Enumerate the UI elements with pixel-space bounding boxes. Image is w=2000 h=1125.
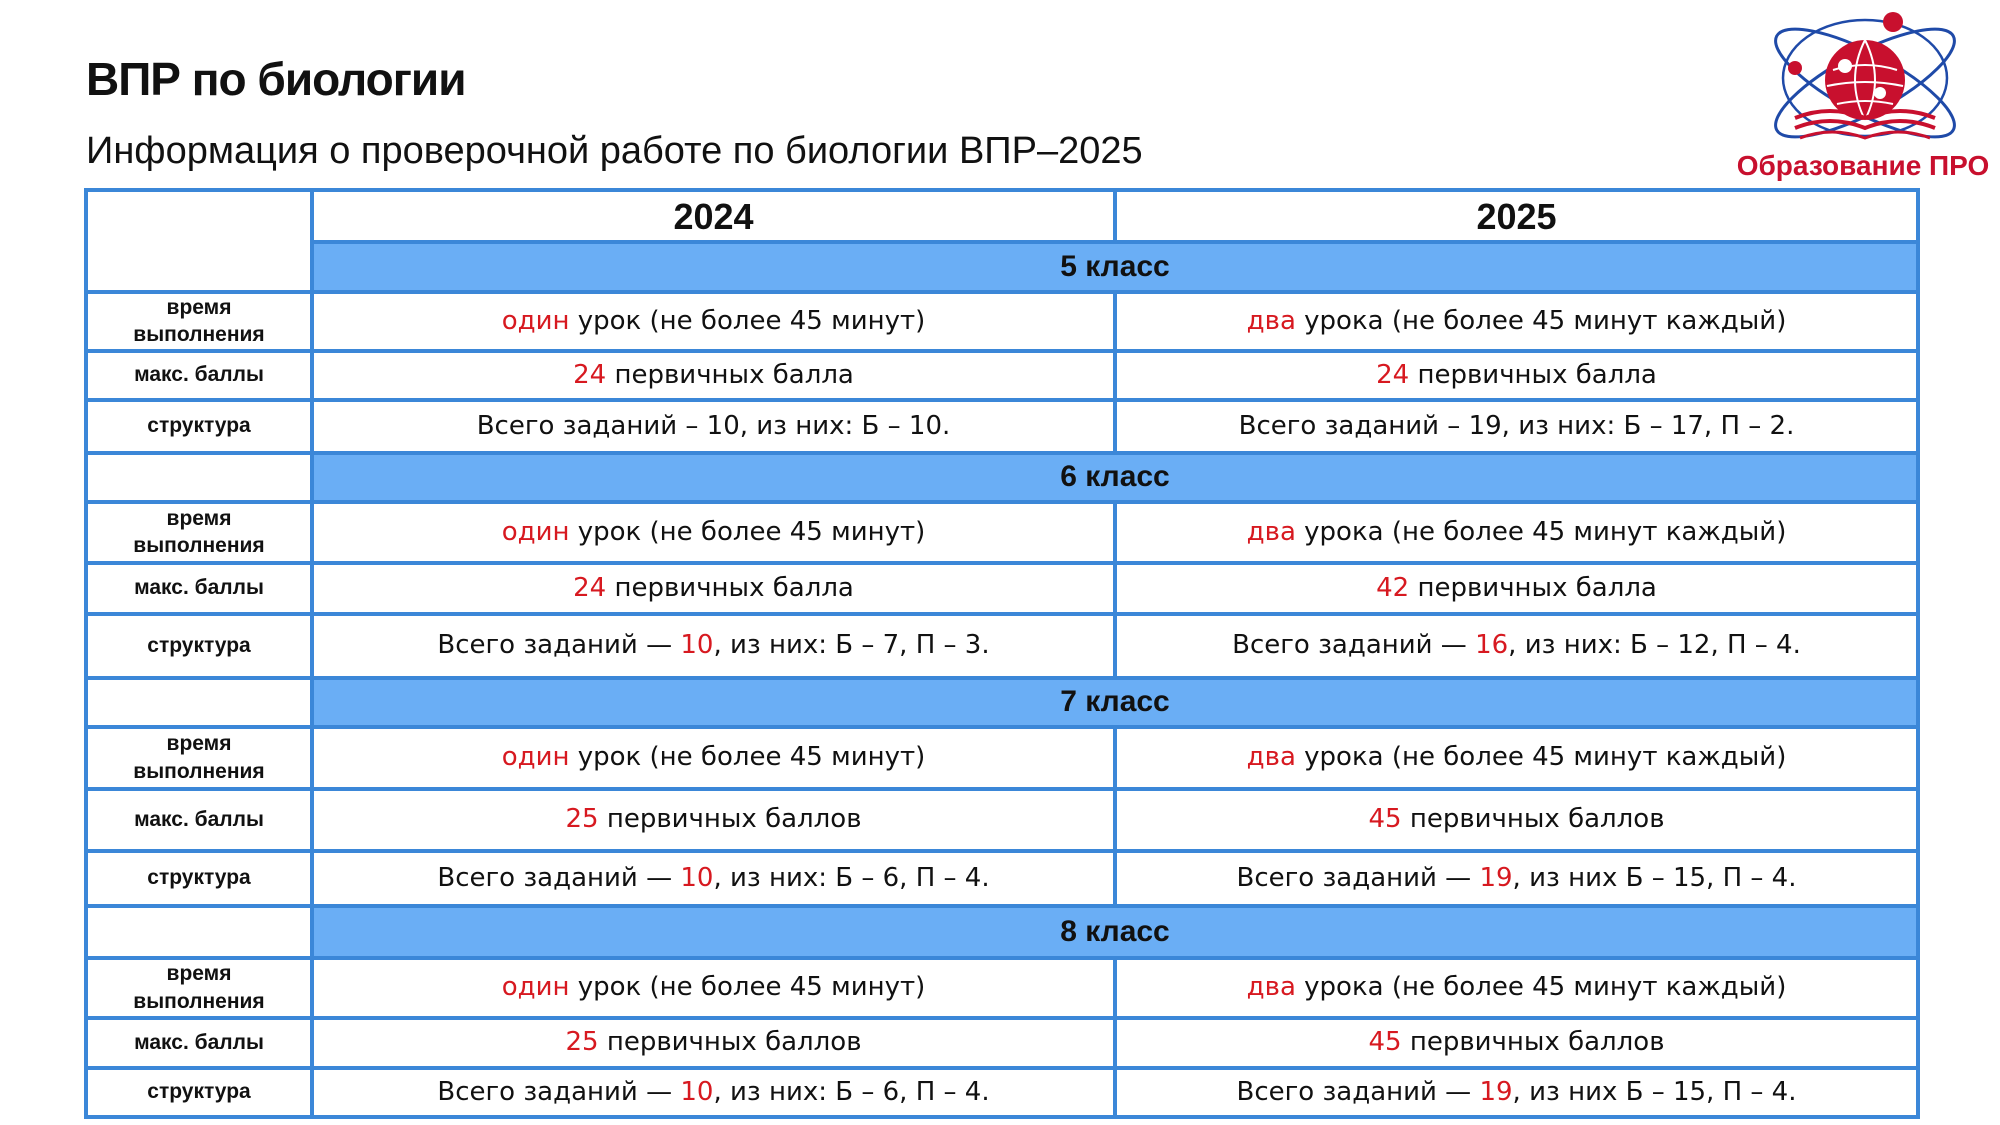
max-2025-cell: 42 первичных балла [1113, 560, 1920, 616]
structure-row-5: структура Всего заданий – 10, из них: Б … [84, 397, 1920, 455]
max-2024-cell: 24 первичных балла [310, 348, 1117, 402]
grade-row-7: 7 класс [84, 675, 1920, 729]
max-row-7: макс. баллы 25 первичных баллов 45 перви… [84, 786, 1920, 853]
row-label-time: время выполнения [84, 955, 314, 1020]
time-row-6: время выполнения один урок (не более 45 м… [84, 499, 1920, 565]
structure-row-7: структура Всего заданий — 10, из них: Б … [84, 848, 1920, 908]
time-row-7: время выполнения один урок (не более 45 м… [84, 724, 1920, 791]
row-label-max: макс. баллы [84, 348, 314, 402]
structure-2025-cell: Всего заданий — 19, из них Б – 15, П – 4… [1113, 848, 1920, 908]
structure-row-8: структура Всего заданий — 10, из них: Б … [84, 1065, 1920, 1119]
max-2025-cell: 24 первичных балла [1113, 348, 1920, 402]
row-label-max: макс. баллы [84, 560, 314, 616]
grade-8-label: 8 класс [310, 903, 1920, 960]
education-pro-logo [1774, 12, 1956, 140]
time-2025-cell: два урока (не более 45 минут каждый) [1113, 499, 1920, 565]
grade-row-6: 6 класс [84, 450, 1920, 504]
time-2025-cell: два урока (не более 45 минут каждый) [1113, 955, 1920, 1020]
time-2024-cell: один урок (не более 45 минут) [310, 955, 1117, 1020]
row-label-time: время выполнения [84, 499, 314, 565]
year-2025-header: 2025 [1113, 188, 1920, 244]
page-title: ВПР по биологии [86, 53, 466, 105]
time-2025-cell: два урока (не более 45 минут каждый) [1113, 724, 1920, 791]
grade-spacer-cell [84, 450, 314, 504]
max-row-8: макс. баллы 25 первичных баллов 45 перви… [84, 1015, 1920, 1070]
grade-row-5: 5 класс [86, 240, 1920, 294]
structure-2025-cell: Всего заданий — 16, из них: Б – 12, П – … [1113, 611, 1920, 680]
structure-2025-cell: Всего заданий – 19, из них: Б – 17, П – … [1113, 397, 1920, 455]
time-row-8: время выполнения один урок (не более 45 м… [84, 955, 1920, 1020]
row-label-time: время выполнения [84, 290, 314, 353]
structure-2024-cell: Всего заданий — 10, из них: Б – 7, П – 3… [310, 611, 1117, 680]
grade-7-label: 7 класс [310, 675, 1920, 729]
time-row-5: время выполнения один урок (не более 45 м… [84, 290, 1920, 353]
max-2024-cell: 24 первичных балла [310, 560, 1117, 616]
structure-2024-cell: Всего заданий — 10, из них: Б – 6, П – 4… [310, 1065, 1117, 1119]
grade-spacer-cell [84, 675, 314, 729]
time-2025-cell: два урока (не более 45 минут каждый) [1113, 290, 1920, 353]
row-label-structure: структура [84, 397, 314, 455]
year-header-row: 2024 2025 [84, 188, 1920, 294]
year-2024-header: 2024 [310, 188, 1117, 244]
max-2024-cell: 25 первичных баллов [310, 1015, 1117, 1070]
corner-cell [84, 188, 314, 294]
grade-spacer-cell [84, 903, 314, 960]
comparison-table: 2024 2025 5 класс время выполнения один у… [84, 188, 1920, 1119]
time-2024-cell: один урок (не более 45 минут) [310, 290, 1117, 353]
max-2025-cell: 45 первичных баллов [1113, 786, 1920, 853]
page-subtitle: Информация о проверочной работе по биоло… [86, 130, 1143, 172]
row-label-structure: структура [84, 611, 314, 680]
logo-text: Образование ПРО [1736, 150, 1990, 181]
grade-row-8: 8 класс [84, 903, 1920, 960]
row-label-structure: структура [84, 848, 314, 908]
row-label-structure: структура [84, 1065, 314, 1119]
structure-2024-cell: Всего заданий – 10, из них: Б – 10. [310, 397, 1117, 455]
structure-2025-cell: Всего заданий — 19, из них Б – 15, П – 4… [1113, 1065, 1920, 1119]
max-row-5: макс. баллы 24 первичных балла 24 первич… [84, 348, 1920, 402]
structure-row-6: структура Всего заданий — 10, из них: Б … [84, 611, 1920, 680]
max-2024-cell: 25 первичных баллов [310, 786, 1117, 853]
grade-6-label: 6 класс [310, 450, 1920, 504]
max-2025-cell: 45 первичных баллов [1113, 1015, 1920, 1070]
grade-5-label: 5 класс [310, 240, 1920, 294]
structure-2024-cell: Всего заданий — 10, из них: Б – 6, П – 4… [310, 848, 1117, 908]
max-row-6: макс. баллы 24 первичных балла 42 первич… [84, 560, 1920, 616]
time-2024-cell: один урок (не более 45 минут) [310, 499, 1117, 565]
row-label-max: макс. баллы [84, 786, 314, 853]
row-label-max: макс. баллы [84, 1015, 314, 1070]
row-label-time: время выполнения [84, 724, 314, 791]
time-2024-cell: один урок (не более 45 минут) [310, 724, 1117, 791]
